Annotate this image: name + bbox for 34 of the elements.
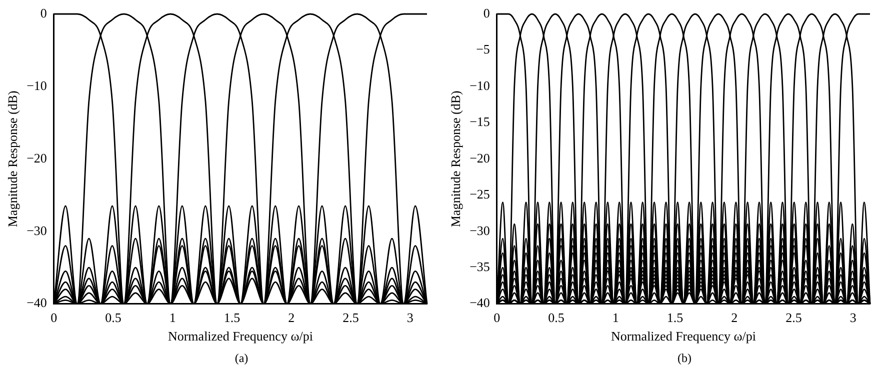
x-tick-label: 3: [850, 310, 856, 326]
y-tick-label: −40: [470, 295, 490, 310]
y-tick-label: −20: [26, 150, 47, 166]
y-axis-title: Magnitude Response (dB): [5, 90, 20, 228]
x-axis-title: Normalized Frequency ω/pi: [610, 328, 756, 344]
y-tick-label: −40: [26, 295, 47, 310]
x-tick-label: 1: [169, 310, 176, 326]
x-tick-label: 2: [731, 310, 738, 326]
y-tick-label: −5: [476, 42, 490, 57]
x-tick-label: 1: [612, 310, 619, 326]
y-tick-label: −25: [470, 186, 490, 202]
y-tick-label: 0: [40, 5, 47, 20]
y-tick-label: −35: [470, 258, 490, 274]
x-tick-label: 0: [50, 310, 58, 326]
text: (b): [676, 351, 692, 366]
y-tick-label: −30: [470, 222, 490, 238]
x-tick-label: 2: [288, 310, 295, 326]
y-tick-label: −10: [470, 78, 490, 93]
y-tick-label: −10: [26, 78, 47, 93]
y-axis-title: Magnitude Response (dB): [448, 90, 464, 228]
x-tick-label: 0.5: [105, 310, 122, 326]
x-tick-label: 2.5: [342, 310, 359, 326]
x-tick-label: 0.5: [548, 310, 564, 326]
x-tick-label: 1.5: [224, 310, 240, 326]
y-tick-label: −15: [470, 114, 490, 130]
text: (a): [234, 351, 250, 366]
y-tick-label: −30: [26, 222, 47, 238]
x-tick-label: 2.5: [786, 310, 802, 326]
x-tick-label: 1.5: [666, 310, 684, 326]
y-tick-label: −20: [470, 150, 490, 166]
x-tick-label: 0: [494, 310, 500, 326]
x-axis-title: Normalized Frequency ω/pi: [168, 328, 314, 344]
x-tick-label: 3: [406, 310, 414, 326]
y-tick-label: 0: [483, 5, 490, 20]
